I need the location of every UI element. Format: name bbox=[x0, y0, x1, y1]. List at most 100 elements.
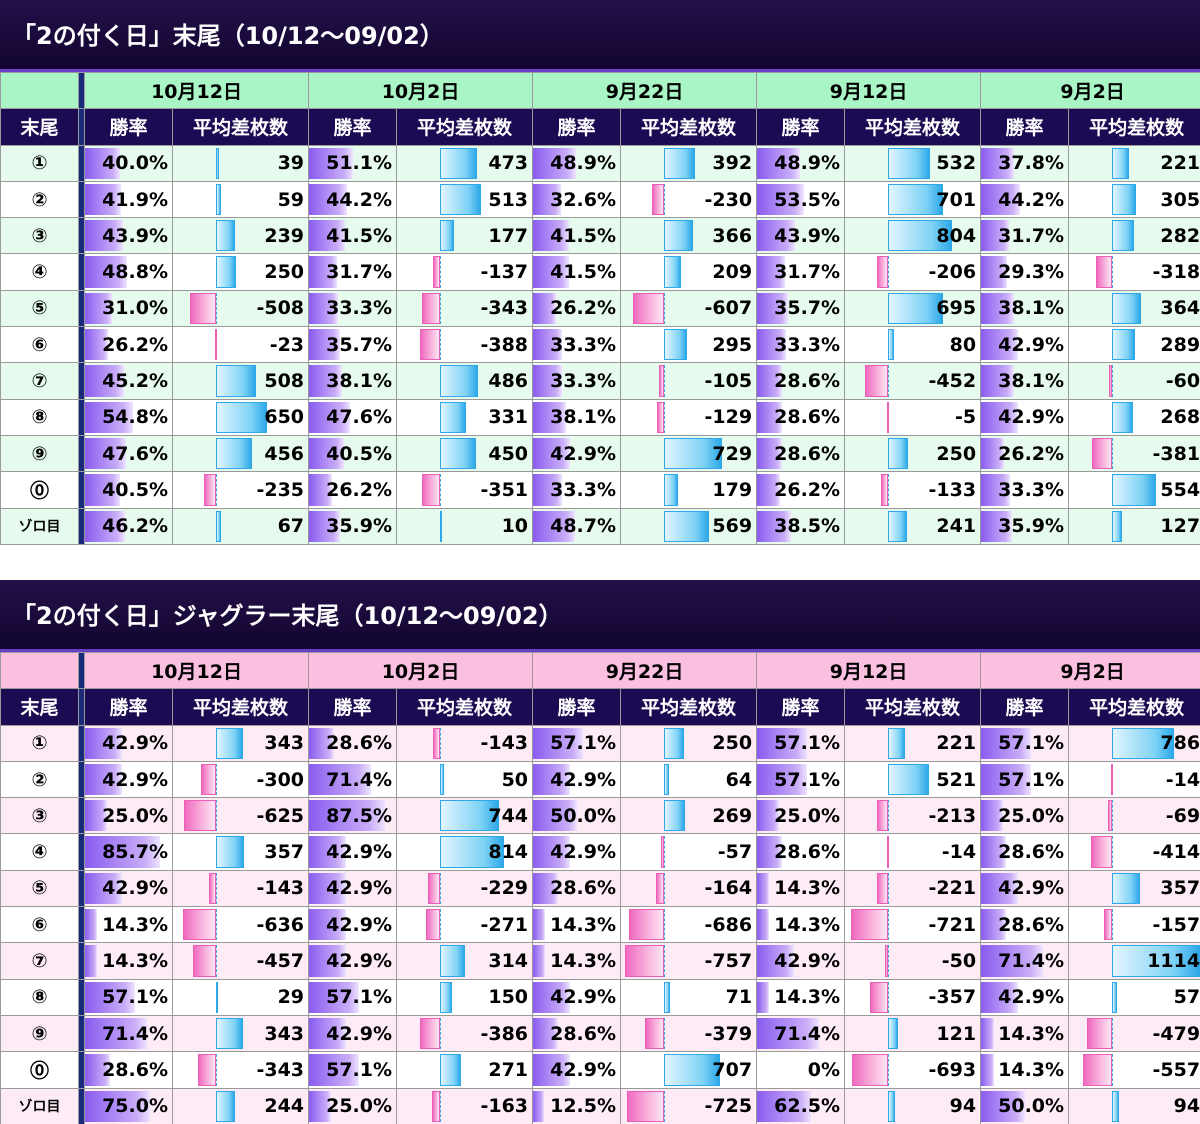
win-rate-cell: 71.4% bbox=[756, 1014, 846, 1053]
zero-axis-line bbox=[888, 909, 890, 941]
avg-diff-value: -143 bbox=[256, 877, 305, 900]
win-rate-value: 26.2% bbox=[550, 297, 617, 320]
win-rate-cell: 42.9% bbox=[532, 760, 622, 799]
zero-axis-line bbox=[1112, 365, 1114, 397]
avg-diff-cell: 729 bbox=[620, 434, 758, 473]
positive-diff-bar bbox=[216, 256, 236, 288]
avg-diff-value: 521 bbox=[936, 768, 977, 791]
avg-diff-cell: 569 bbox=[620, 507, 758, 545]
win-rate-bar bbox=[981, 945, 1044, 977]
avg-diff-cell: -5 bbox=[844, 398, 982, 436]
win-rate-value: 40.0% bbox=[102, 152, 168, 175]
avg-diff-cell: 221 bbox=[844, 724, 982, 762]
negative-diff-bar bbox=[885, 945, 889, 977]
tail-label: ① bbox=[0, 144, 79, 182]
rate-column-header: 勝率 bbox=[980, 688, 1070, 726]
win-rate-cell: 28.6% bbox=[980, 906, 1070, 944]
win-rate-value: 57.1% bbox=[774, 768, 841, 791]
avg-diff-value: 271 bbox=[488, 1058, 529, 1081]
avg-diff-cell: 94 bbox=[1068, 1087, 1200, 1124]
zero-axis-line bbox=[1112, 1017, 1114, 1050]
avg-diff-value: -452 bbox=[928, 370, 977, 393]
avg-diff-value: -105 bbox=[704, 370, 753, 393]
avg-diff-cell: -230 bbox=[620, 180, 758, 219]
table-row: ⑧ 54.8% 650 47.6% 331 38.1% -129 28.6% -5 42.9% 26… bbox=[0, 398, 1200, 436]
win-rate-bar bbox=[309, 800, 386, 832]
avg-diff-value: 179 bbox=[712, 478, 753, 501]
avg-diff-value: 295 bbox=[712, 333, 753, 356]
win-rate-cell: 33.3% bbox=[756, 326, 846, 364]
avg-diff-cell: -60 bbox=[1068, 362, 1200, 400]
win-rate-bar bbox=[757, 763, 807, 796]
win-rate-cell: 47.6% bbox=[84, 434, 173, 473]
avg-diff-cell: 57 bbox=[1068, 978, 1200, 1016]
zero-axis-line bbox=[664, 872, 666, 905]
win-rate-bar bbox=[981, 329, 1019, 361]
zero-axis-line bbox=[440, 292, 442, 325]
win-rate-bar bbox=[757, 401, 782, 433]
avg-diff-cell: 94 bbox=[844, 1087, 982, 1124]
avg-diff-cell: 786 bbox=[1068, 724, 1200, 762]
win-rate-value: 25.0% bbox=[102, 804, 168, 827]
win-rate-cell: 14.3% bbox=[980, 1014, 1070, 1053]
positive-diff-bar bbox=[888, 510, 908, 542]
avg-diff-cell: 150 bbox=[396, 978, 534, 1016]
zero-axis-line bbox=[216, 1054, 217, 1086]
win-rate-value: 57.1% bbox=[326, 1058, 393, 1081]
avg-diff-value: 305 bbox=[1160, 188, 1200, 211]
avg-diff-cell: 59 bbox=[171, 180, 310, 219]
win-rate-bar bbox=[533, 329, 562, 361]
win-rate-value: 26.2% bbox=[998, 442, 1065, 465]
win-rate-cell: 38.1% bbox=[532, 398, 622, 436]
avg-diff-value: 10 bbox=[501, 515, 529, 538]
avg-diff-value: 94 bbox=[1173, 1095, 1200, 1118]
win-rate-value: 42.9% bbox=[326, 1022, 393, 1045]
positive-diff-bar bbox=[1112, 401, 1134, 433]
win-rate-cell: 33.3% bbox=[980, 471, 1070, 509]
win-rate-cell: 50.0% bbox=[532, 797, 622, 835]
win-rate-bar bbox=[981, 872, 1019, 905]
win-rate-bar bbox=[757, 1090, 812, 1122]
avg-diff-cell: 814 bbox=[396, 833, 534, 871]
win-rate-bar bbox=[85, 437, 127, 470]
win-rate-cell: 28.6% bbox=[532, 1014, 622, 1053]
avg-diff-value: -351 bbox=[480, 478, 529, 501]
win-rate-value: 42.9% bbox=[102, 877, 168, 900]
win-rate-bar bbox=[309, 437, 345, 470]
negative-diff-bar bbox=[198, 1054, 216, 1086]
avg-diff-value: -757 bbox=[704, 950, 753, 973]
avg-diff-value: 239 bbox=[264, 224, 305, 247]
win-rate-cell: 57.1% bbox=[980, 724, 1070, 762]
rate-column-header: 勝率 bbox=[756, 688, 846, 726]
win-rate-cell: 0% bbox=[756, 1051, 846, 1089]
avg-diff-value: -221 bbox=[928, 877, 977, 900]
win-rate-cell: 41.5% bbox=[532, 217, 622, 255]
avg-diff-cell: -386 bbox=[396, 1014, 534, 1053]
win-rate-cell: 14.3% bbox=[980, 1051, 1070, 1089]
avg-diff-value: -23 bbox=[269, 333, 305, 356]
win-rate-cell: 38.1% bbox=[980, 289, 1070, 328]
win-rate-bar bbox=[85, 183, 122, 216]
negative-diff-bar bbox=[1083, 1054, 1113, 1086]
win-rate-cell: 71.4% bbox=[84, 1014, 173, 1053]
negative-diff-bar bbox=[1096, 256, 1113, 288]
win-rate-cell: 44.2% bbox=[308, 180, 398, 219]
win-rate-bar bbox=[533, 474, 562, 506]
avg-diff-value: 450 bbox=[488, 442, 529, 465]
negative-diff-bar bbox=[627, 1090, 665, 1122]
win-rate-cell: 57.1% bbox=[756, 724, 846, 762]
win-rate-bar bbox=[533, 401, 567, 433]
date-header: 9月22日 bbox=[532, 651, 758, 690]
avg-diff-value: -206 bbox=[928, 261, 977, 284]
win-rate-value: 42.9% bbox=[550, 442, 617, 465]
rate-column-header: 勝率 bbox=[84, 108, 173, 146]
zero-axis-line bbox=[216, 909, 217, 941]
win-rate-value: 31.0% bbox=[102, 297, 168, 320]
win-rate-cell: 57.1% bbox=[308, 978, 398, 1016]
avg-diff-cell: 177 bbox=[396, 217, 534, 255]
win-rate-bar bbox=[533, 1017, 558, 1050]
zero-axis-line bbox=[888, 945, 890, 977]
tail-table: 10月12日 10月2日 9月22日 9月12日 9月2日 末尾 勝率 平均差枚数 勝率 平均差枚… bbox=[0, 71, 1200, 545]
win-rate-bar bbox=[757, 945, 795, 977]
win-rate-bar bbox=[309, 256, 337, 288]
